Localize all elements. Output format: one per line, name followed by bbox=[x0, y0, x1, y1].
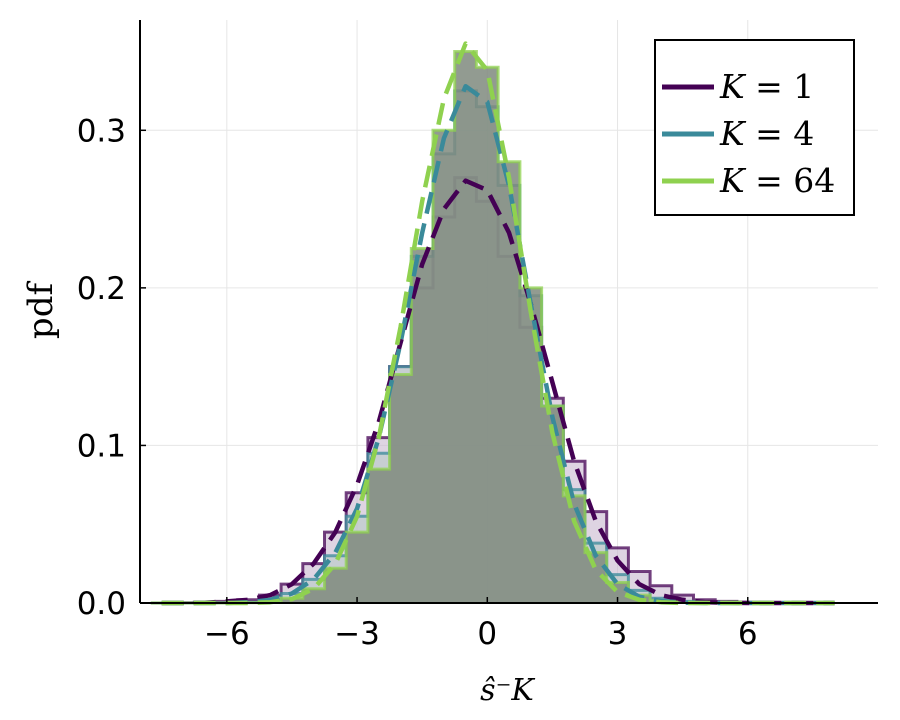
x-tick-label: −6 bbox=[204, 616, 250, 652]
x-axis-title: ŝ⁻K bbox=[480, 673, 535, 708]
y-tick-label: 0.3 bbox=[77, 113, 126, 149]
x-tick-label: 3 bbox=[608, 616, 628, 652]
y-tick-label: 0.1 bbox=[77, 428, 126, 464]
legend-box bbox=[654, 39, 855, 216]
legend: K = 1 K = 4 K = 64 bbox=[654, 39, 855, 216]
legend-label-4: K = 4 bbox=[719, 114, 814, 153]
histogram-fill-64 bbox=[150, 51, 824, 603]
x-tick-label: 6 bbox=[738, 616, 758, 652]
axes bbox=[139, 20, 878, 604]
x-ticks: −6 −3 0 3 6 bbox=[204, 597, 758, 652]
y-ticks: 0.0 0.1 0.2 0.3 bbox=[77, 113, 146, 622]
y-tick-label: 0.0 bbox=[77, 586, 126, 622]
x-tick-label: 0 bbox=[477, 616, 497, 652]
x-tick-label: −3 bbox=[334, 616, 380, 652]
y-axis-title: pdf bbox=[21, 281, 61, 340]
legend-label-1: K = 1 bbox=[719, 67, 814, 106]
y-tick-label: 0.2 bbox=[77, 271, 126, 307]
legend-label-64: K = 64 bbox=[719, 161, 835, 200]
fit-curve-1 bbox=[161, 178, 835, 606]
